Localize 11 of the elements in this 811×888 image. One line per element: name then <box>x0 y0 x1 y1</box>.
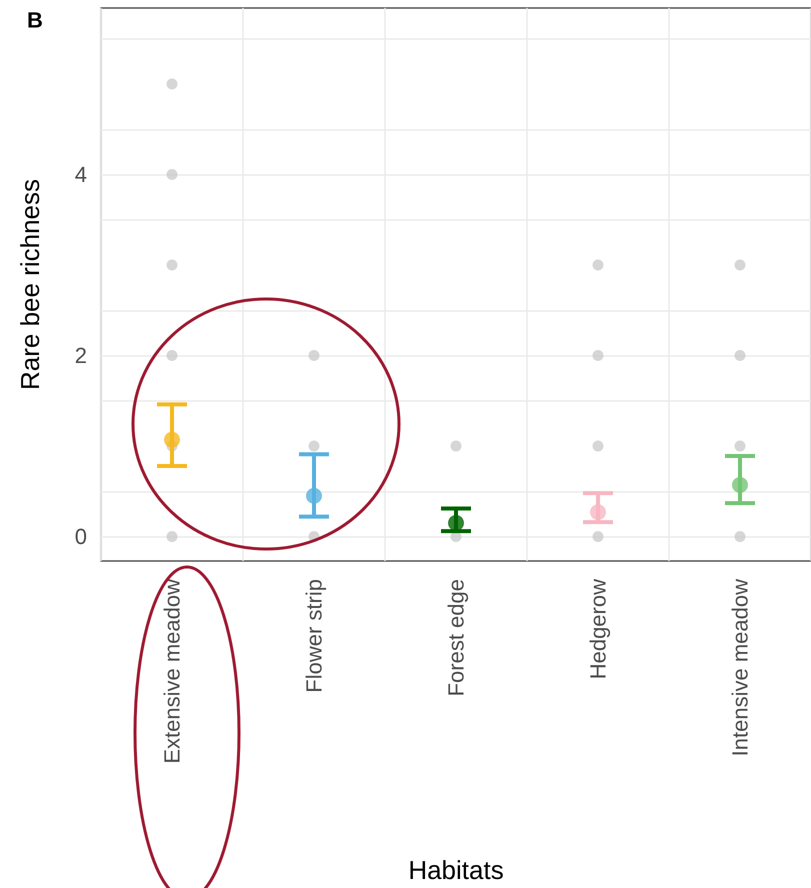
y-tick-label: 4 <box>74 162 87 188</box>
y-tick-label: 0 <box>74 524 87 550</box>
x-tick-label: Intensive meadow <box>728 578 752 756</box>
x-tick-label: Flower strip <box>302 579 326 693</box>
y-tick-label: 2 <box>74 343 87 368</box>
x-tick-label: Forest edge <box>444 579 468 696</box>
x-tick-label: Extensive meadow <box>160 578 184 764</box>
chart-title: B <box>27 8 43 32</box>
y-axis-title: Rare bee richness <box>15 179 45 390</box>
x-axis-title: Habitats <box>408 855 504 885</box>
x-tick-label: Hedgerow <box>586 578 610 680</box>
